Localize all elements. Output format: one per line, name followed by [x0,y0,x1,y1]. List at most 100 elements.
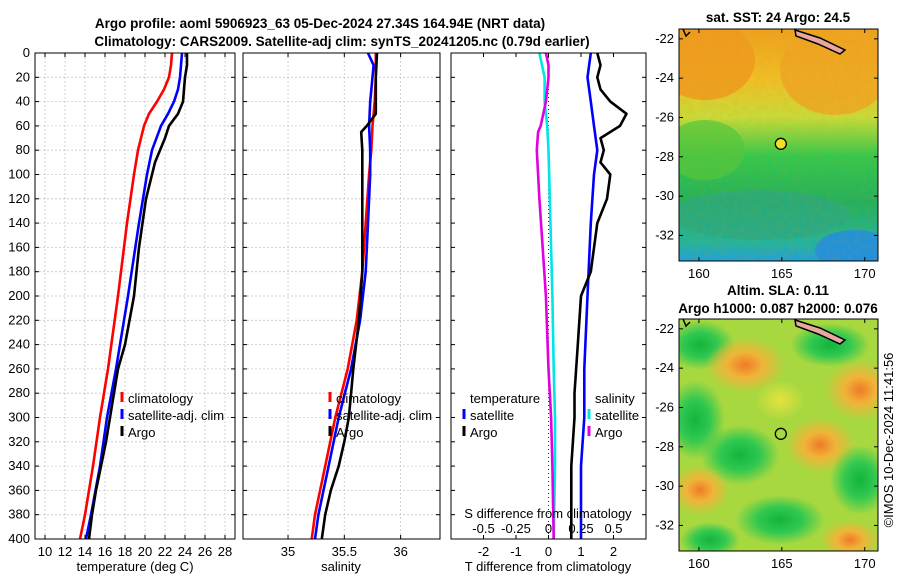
sla-low [790,323,870,367]
title-line-1: Argo profile: aoml 5906923_63 05-Dec-202… [95,16,545,31]
y-tick-label: 280 [8,385,30,400]
legend-label: climatology [336,391,402,406]
x-tick-label: 20 [138,544,152,559]
map-y-tick-label: -30 [655,478,674,493]
x-tick-label: 2 [610,544,617,559]
sla-high [705,337,785,393]
s-x-tick-label: -0.5 [472,521,494,536]
series-line-argo [87,53,189,540]
legend-label: salinity [595,391,635,406]
map-x-tick-label: 170 [854,266,876,281]
sla-map [679,319,878,551]
sst-map-title: sat. SST: 24 Argo: 24.5 [706,10,851,25]
legend-label: satellite-adj. clim [128,408,224,423]
y-tick-label: 380 [8,507,30,522]
map-y-tick-label: -28 [655,149,674,164]
map-x-tick-label: 165 [771,556,793,571]
x-tick-label: 28 [218,544,232,559]
map-y-tick-label: -22 [655,321,674,336]
x-tick-label: 0 [545,544,552,559]
series-line-s-satellite-clim [538,52,557,540]
new-caledonia-coast [794,319,847,345]
y-tick-label: 400 [8,531,30,546]
map-y-tick-label: -32 [655,517,674,532]
sla-low [830,445,878,515]
map-frame [678,28,879,262]
temperature-xlabel: temperature (deg C) [76,559,193,574]
y-tick-label: 340 [8,458,30,473]
y-tick-label: 60 [16,118,30,133]
series-line-satellite-adj-clim [84,52,184,540]
y-tick-label: 260 [8,361,30,376]
x-tick-label: 18 [118,544,132,559]
y-tick-label: 180 [8,264,30,279]
sla-mid [755,380,805,420]
t-diff-xlabel: T difference from climatology [465,559,632,574]
legend-label: satellite [595,408,639,423]
argo-float-marker [774,137,787,150]
y-tick-label: 20 [16,69,30,84]
map-y-tick-label: -32 [655,227,674,242]
series-line-satellite-adj-clim [313,52,375,540]
x-tick-label: 10 [38,544,52,559]
new-caledonia-coast [794,29,847,55]
sla-map-axes: -22 -24 -26 -28 -30 -32 160 165 170 [655,318,879,571]
y-tick-label: 360 [8,482,30,497]
sla-map-subtitle: Argo h1000: 0.087 h2000: 0.076 [678,301,878,316]
title-line-2: Climatology: CARS2009. Satellite-adj cli… [94,34,589,49]
legend-label: temperature [470,391,540,406]
imos-watermark: ©IMOS 10-Dec-2024 11:41:56 [881,353,896,528]
map-x-tick-label: 160 [688,556,710,571]
sla-high [820,520,878,551]
x-tick-label: 35 [281,544,295,559]
y-tick-label: 220 [8,312,30,327]
y-tick-label: 300 [8,410,30,425]
axes-frame [242,52,441,540]
y-tick-label: 120 [8,191,30,206]
s-x-tick-label: 0.5 [604,521,622,536]
map-y-tick-label: -24 [655,70,674,85]
map-x-tick-label: 165 [771,266,793,281]
sla-high [679,465,730,515]
legend-label: Argo [595,425,622,440]
legend-label: Argo [128,425,155,440]
legend-label: satellite [470,408,514,423]
sla-low [735,495,825,545]
x-tick-label: 12 [58,544,72,559]
y-tick-label: 100 [8,167,30,182]
s-x-tick-label: -0.25 [501,521,531,536]
sla-high [825,360,878,420]
y-tick-label: 320 [8,434,30,449]
series-line-t-argo-clim [569,52,628,539]
salinity-panel: 35 35.5 36 climatology satellite-adj. clim Ar… [242,52,441,559]
salinity-xlabel: salinity [321,559,361,574]
series-line-s-argo-clim [535,52,555,540]
map-frame [678,318,879,552]
sst-map [679,29,878,261]
x-tick-label: 24 [178,544,192,559]
sla-low [700,425,780,485]
map-y-tick-label: -22 [655,31,674,46]
y-tick-label: 140 [8,215,30,230]
s-diff-xlabel: S difference from climatology [464,506,632,521]
map-y-tick-label: -26 [655,399,674,414]
y-tick-label: 240 [8,337,30,352]
sla-map-title: Altim. SLA: 0.11 [727,283,830,298]
coast-fragment [682,319,691,328]
legend-label: Argo [336,425,363,440]
difference-panel: -2 -1 0 1 2-0.5 -0.25 0 0.25 0.5temperaturesatel… [450,52,647,559]
legend-label: climatology [128,391,194,406]
x-tick-label: 26 [198,544,212,559]
map-x-tick-label: 170 [854,556,876,571]
s-x-tick-label: 0 [545,521,552,536]
sst-map-axes: -22 -24 -26 -28 -30 -32 160 165 170 [655,28,879,281]
coast-fragment [682,29,691,38]
x-tick-label: 36 [393,544,407,559]
x-tick-label: 16 [98,544,112,559]
map-y-tick-label: -30 [655,188,674,203]
x-tick-label: -1 [510,544,522,559]
map-y-tick-label: -26 [655,109,674,124]
map-y-tick-label: -28 [655,439,674,454]
map-y-tick-label: -24 [655,360,674,375]
